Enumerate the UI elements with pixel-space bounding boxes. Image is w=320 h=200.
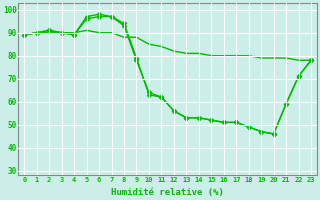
X-axis label: Humidité relative (%): Humidité relative (%) bbox=[111, 188, 224, 197]
